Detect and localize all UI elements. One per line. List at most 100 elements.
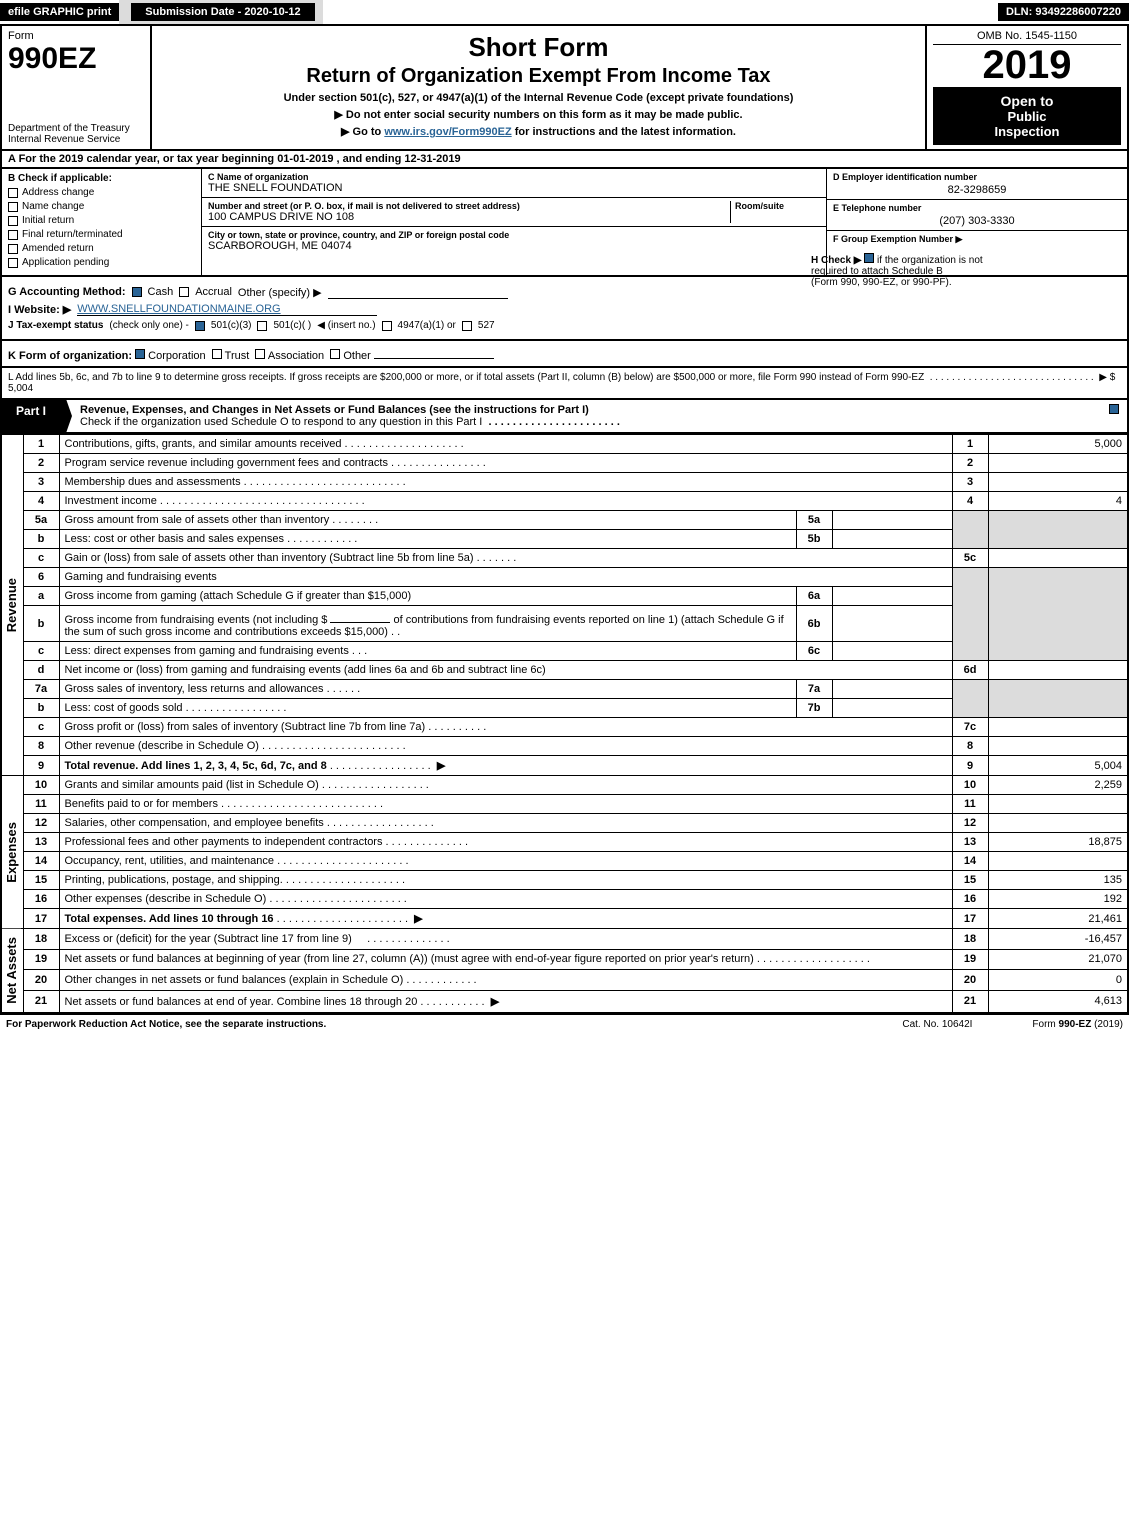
lines-table: Revenue 1 Contributions, gifts, grants, …: [0, 434, 1129, 1014]
checkbox-other-org[interactable]: [330, 349, 340, 359]
l2-desc: Program service revenue including govern…: [65, 457, 388, 469]
col-b-item-0: Address change: [22, 187, 94, 198]
l19-amt: 21,070: [988, 949, 1128, 970]
column-def: D Employer identification number 82-3298…: [827, 169, 1127, 275]
l6b-fill[interactable]: [330, 609, 390, 623]
l14-num: 14: [23, 852, 59, 871]
l5c-num: c: [23, 549, 59, 568]
checkbox-final-return[interactable]: [8, 230, 18, 240]
l12-num: 12: [23, 814, 59, 833]
l5b-subval: [832, 530, 952, 549]
checkbox-part1-schedule-o[interactable]: [1109, 404, 1119, 414]
g-label: G Accounting Method:: [8, 286, 126, 298]
l19-num: 19: [23, 949, 59, 970]
title-column: Short Form Return of Organization Exempt…: [152, 26, 927, 149]
l8-num: 8: [23, 737, 59, 756]
checkbox-name-change[interactable]: [8, 202, 18, 212]
form-column: Form 990EZ Department of the Treasury In…: [2, 26, 152, 149]
street-value: 100 CAMPUS DRIVE NO 108: [208, 211, 730, 223]
l17-amt: 21,461: [988, 909, 1128, 929]
l6d-num: d: [23, 661, 59, 680]
l6-shaded-ln: [952, 568, 988, 661]
part1-tag: Part I: [2, 400, 72, 432]
l3-desc: Membership dues and assessments: [65, 476, 241, 488]
l7c-amt: [988, 718, 1128, 737]
k-other-fill[interactable]: [374, 345, 494, 359]
footer-mid: Cat. No. 10642I: [902, 1019, 972, 1030]
l18-desc: Excess or (deficit) for the year (Subtra…: [65, 933, 352, 945]
k-other: Other: [343, 350, 371, 362]
g-other: Other (specify) ▶: [238, 286, 322, 299]
col-b-item-5: Application pending: [22, 257, 109, 268]
form-header: Form 990EZ Department of the Treasury In…: [0, 26, 1129, 151]
l5c-ln: 5c: [952, 549, 988, 568]
l13-ln: 13: [952, 833, 988, 852]
l6c-subval: [832, 642, 952, 661]
mid-section: G Accounting Method: Cash Accrual Other …: [0, 277, 1129, 341]
checkbox-cash[interactable]: [132, 287, 142, 297]
l6d-ln: 6d: [952, 661, 988, 680]
l13-desc: Professional fees and other payments to …: [65, 836, 383, 848]
column-c: C Name of organization THE SNELL FOUNDAT…: [202, 169, 827, 275]
l10-amt: 2,259: [988, 776, 1128, 795]
checkbox-corp[interactable]: [135, 349, 145, 359]
checkbox-501c3[interactable]: [195, 321, 205, 331]
l1-amt: 5,000: [988, 435, 1128, 454]
l7b-sub: 7b: [796, 699, 832, 718]
phone-value: (207) 303-3330: [833, 213, 1121, 227]
l6b-desc: Gross income from fundraising events (no…: [65, 614, 328, 626]
checkbox-trust[interactable]: [212, 349, 222, 359]
col-b-header: B Check if applicable:: [8, 173, 195, 184]
checkbox-527[interactable]: [462, 321, 472, 331]
l6-shaded-amt: [988, 568, 1128, 661]
l7c-ln: 7c: [952, 718, 988, 737]
j-opt2: 501(c)( ): [273, 320, 311, 331]
l6d-amt: [988, 661, 1128, 680]
k-trust: Trust: [225, 350, 250, 362]
checkbox-amended-return[interactable]: [8, 244, 18, 254]
l21-desc: Net assets or fund balances at end of ye…: [65, 996, 418, 1008]
checkbox-accrual[interactable]: [179, 287, 189, 297]
j-opt1: 501(c)(3): [211, 320, 252, 331]
l5a-subval: [832, 511, 952, 530]
l9-ln: 9: [952, 756, 988, 776]
l18-amt: -16,457: [988, 929, 1128, 950]
checkbox-4947[interactable]: [382, 321, 392, 331]
row-j: J Tax-exempt status (check only one) - 5…: [8, 320, 1121, 331]
revenue-section-label: Revenue: [2, 570, 21, 640]
l6a-subval: [832, 587, 952, 606]
checkbox-application-pending[interactable]: [8, 258, 18, 268]
l2-amt: [988, 454, 1128, 473]
l2-num: 2: [23, 454, 59, 473]
l7c-desc: Gross profit or (loss) from sales of inv…: [65, 721, 426, 733]
l8-desc: Other revenue (describe in Schedule O): [65, 740, 259, 752]
l5-shaded-ln: [952, 511, 988, 549]
l5c-desc: Gain or (loss) from sale of assets other…: [65, 552, 474, 564]
i-label: I Website: ▶: [8, 303, 71, 316]
checkbox-initial-return[interactable]: [8, 216, 18, 226]
l10-ln: 10: [952, 776, 988, 795]
l7b-num: b: [23, 699, 59, 718]
l12-desc: Salaries, other compensation, and employ…: [65, 817, 324, 829]
website-link[interactable]: WWW.SNELLFOUNDATIONMAINE.ORG: [77, 303, 377, 316]
l7a-desc: Gross sales of inventory, less returns a…: [65, 683, 324, 695]
g-cash: Cash: [148, 286, 174, 298]
checkbox-assoc[interactable]: [255, 349, 265, 359]
l6c-desc: Less: direct expenses from gaming and fu…: [65, 645, 349, 657]
section-a-row: A For the 2019 calendar year, or tax yea…: [0, 151, 1129, 169]
l6c-num: c: [23, 642, 59, 661]
l7b-subval: [832, 699, 952, 718]
checkbox-address-change[interactable]: [8, 188, 18, 198]
l6b-sub: 6b: [796, 606, 832, 642]
org-name: THE SNELL FOUNDATION: [208, 182, 820, 194]
city-label: City or town, state or province, country…: [208, 230, 820, 240]
l20-ln: 20: [952, 970, 988, 991]
irs-link[interactable]: www.irs.gov/Form990EZ: [384, 126, 511, 138]
l19-ln: 19: [952, 949, 988, 970]
g-other-fill[interactable]: [328, 285, 508, 299]
l20-amt: 0: [988, 970, 1128, 991]
l8-ln: 8: [952, 737, 988, 756]
l16-desc: Other expenses (describe in Schedule O): [65, 893, 267, 905]
checkbox-501c[interactable]: [257, 321, 267, 331]
warning-2: ▶ Go to www.irs.gov/Form990EZ for instru…: [158, 125, 919, 138]
